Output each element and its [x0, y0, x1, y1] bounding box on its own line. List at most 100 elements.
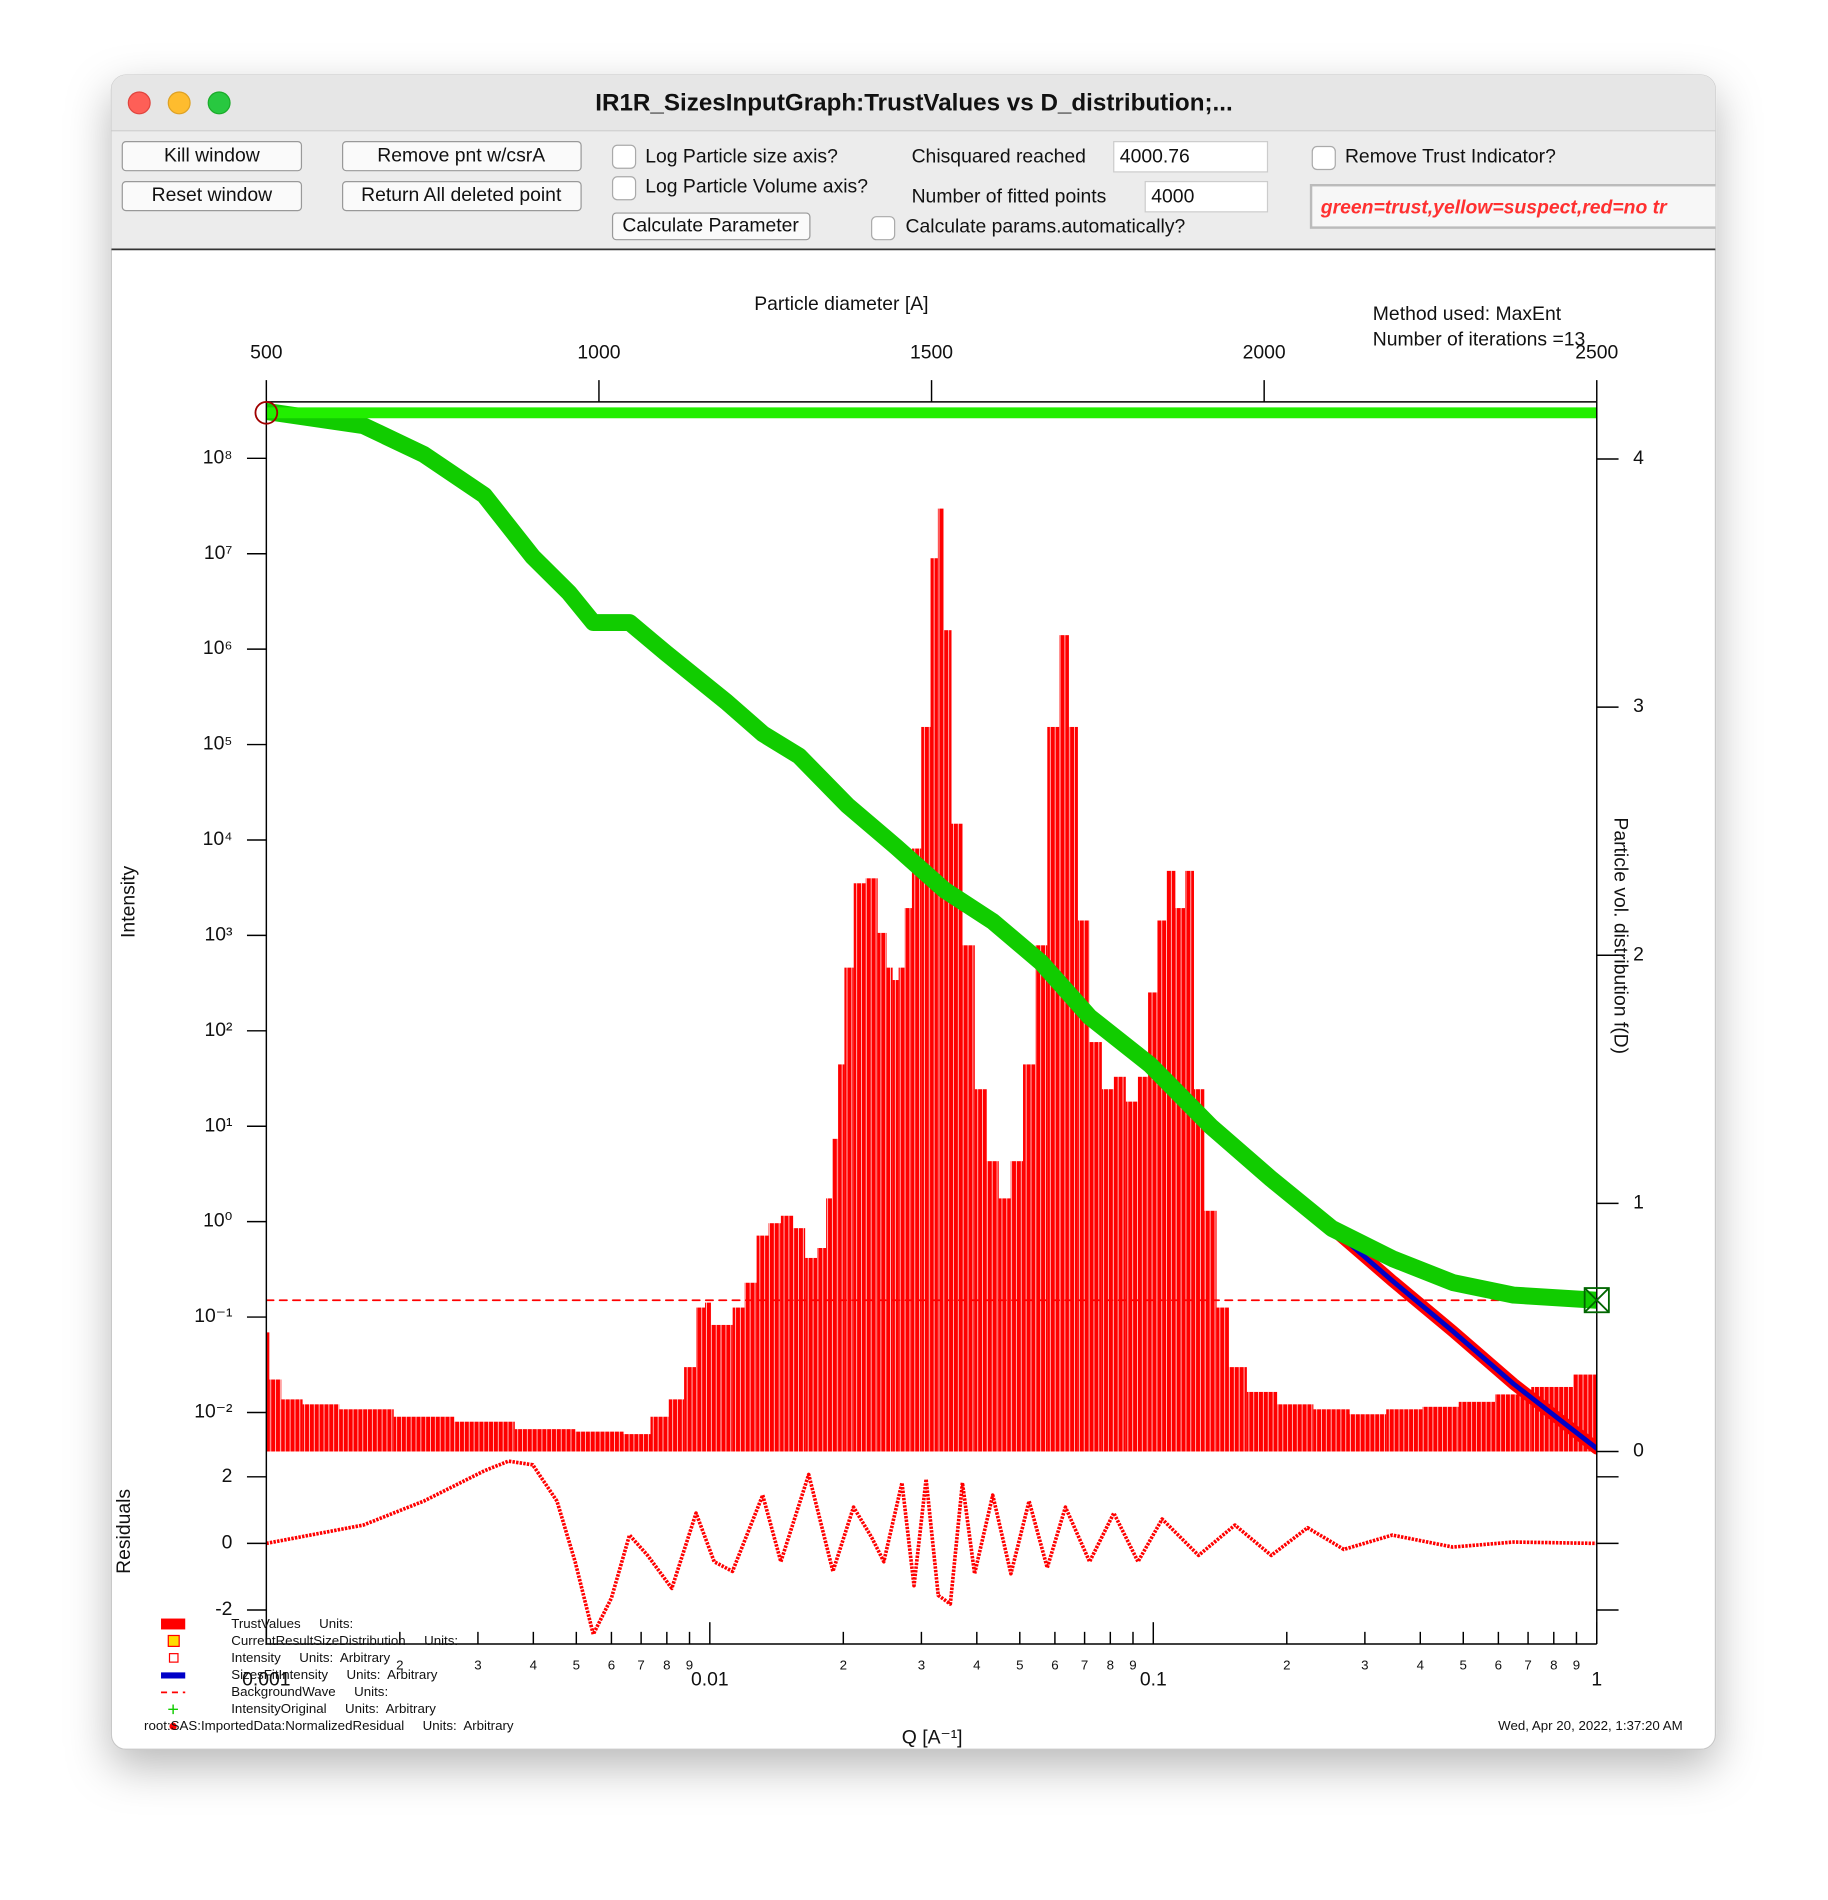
distribution-bar — [865, 878, 878, 1452]
distribution-bar — [793, 1228, 806, 1452]
top-x-tick-label: 2500 — [1575, 342, 1618, 364]
y-tick-label: 10⁻¹ — [194, 1305, 233, 1327]
button[interactable] — [611, 212, 811, 241]
button[interactable] — [342, 141, 582, 172]
window-title: IR1R_SizesInputGraph:TrustValues vs D_di… — [595, 90, 1232, 117]
x-tick-label: 0.001 — [242, 1668, 290, 1690]
axes: 10⁻² 10⁻¹ 10⁰ 10¹ 10² 10³ 10⁴ 10⁵ 10⁶ 10⁷ 10⁸ 0 1 2 3 4… — [194, 342, 1644, 1691]
x-tick-label: 5 — [573, 1657, 580, 1672]
distribution-bar — [826, 1198, 833, 1452]
checkbox-label[interactable]: Calculate params.automatically? — [906, 216, 1186, 238]
legend-symbol — [169, 1722, 177, 1730]
distribution-bar — [393, 1416, 455, 1452]
trust-legend: green=trust,yellow=suspect,red=no tr — [1320, 196, 1668, 218]
checkbox[interactable] — [611, 176, 637, 201]
field-value[interactable]: 4000 — [1151, 185, 1194, 207]
checkbox[interactable] — [611, 144, 637, 169]
checkbox-label[interactable]: Remove Trust Indicator? — [1345, 145, 1556, 167]
y-tick-label: 10⁰ — [203, 1210, 233, 1232]
distribution-bar — [1077, 920, 1090, 1452]
distribution-bar — [744, 1282, 757, 1452]
distribution-bar — [1277, 1404, 1314, 1452]
button[interactable] — [342, 180, 582, 212]
legend-symbol — [168, 1704, 178, 1715]
distribution-bar — [1113, 1076, 1126, 1452]
text-field[interactable] — [1144, 180, 1269, 213]
distribution-bar — [1101, 1089, 1114, 1452]
x-tick-label: 3 — [918, 1657, 925, 1672]
plot-area: Particle diameter [A] Method used: MaxEn… — [113, 293, 1683, 1748]
button-label[interactable]: Reset window — [152, 184, 274, 206]
close-button[interactable] — [127, 91, 151, 115]
distribution-bar — [1246, 1391, 1278, 1452]
distribution-bar — [817, 1248, 827, 1452]
timestamp: Wed, Apr 20, 2022, 1:37:20 AM — [1498, 1718, 1683, 1733]
checkbox-label[interactable]: Log Particle Volume axis? — [645, 176, 868, 198]
top-x-tick-label: 1500 — [910, 342, 953, 364]
checkbox[interactable] — [871, 216, 896, 241]
button-label[interactable]: Return All deleted point — [361, 184, 562, 206]
title-bar — [111, 75, 1716, 131]
distribution-bar — [711, 1324, 721, 1452]
legend-symbol — [168, 1653, 179, 1663]
y2-tick-label: 2 — [1633, 943, 1644, 965]
button[interactable] — [121, 141, 303, 172]
distribution-bar — [1047, 726, 1060, 1452]
legend-symbol — [161, 1618, 186, 1630]
y-tick-label: 10⁸ — [203, 446, 233, 468]
distribution-bar — [668, 1399, 685, 1452]
distribution-bar — [650, 1416, 669, 1452]
distribution-bar — [1313, 1409, 1350, 1452]
x-tick-label: 8 — [1107, 1657, 1114, 1672]
distribution-bar — [1193, 1089, 1205, 1452]
distribution-bar — [853, 883, 866, 1452]
x-tick-label: 7 — [1081, 1657, 1088, 1672]
cursor-b — [1583, 1287, 1610, 1314]
distribution-bar — [930, 558, 938, 1452]
distribution-bar — [937, 508, 944, 1452]
checkbox[interactable] — [1311, 145, 1336, 171]
legend-label: CurrentResultSizeDistribution Units: — [231, 1633, 458, 1648]
distribution-bar — [269, 1379, 282, 1452]
text-field[interactable] — [1113, 141, 1269, 173]
distribution-bar — [1166, 870, 1176, 1452]
minimize-button[interactable] — [167, 91, 191, 115]
distribution-bar — [266, 1332, 270, 1452]
annotation: Number of iterations =13 — [1373, 328, 1586, 350]
x-tick-label: 8 — [1550, 1657, 1557, 1672]
distribution-bar — [1422, 1406, 1459, 1452]
distribution-bar — [720, 1324, 733, 1452]
x-tick-label: 1 — [1591, 1668, 1602, 1690]
top-axis-title: Particle diameter [A] — [754, 293, 928, 315]
distribution-bar — [1010, 1161, 1024, 1452]
x-tick-label: 4 — [973, 1657, 980, 1672]
field-value[interactable]: 4000.76 — [1120, 145, 1190, 167]
button-label[interactable]: Kill window — [164, 144, 261, 166]
button-label[interactable]: Calculate Parameter — [622, 214, 799, 236]
distribution-bar — [838, 1064, 845, 1452]
legend-label: root:SAS:ImportedData:NormalizedResidual… — [144, 1718, 514, 1733]
top-x-tick-label: 1000 — [577, 342, 620, 364]
window: IR1R_SizesInputGraph:TrustValues vs D_di… — [110, 74, 1717, 1750]
distribution-bar — [302, 1404, 340, 1452]
checkbox-label[interactable]: Log Particle size axis? — [645, 145, 838, 167]
x-tick-label: 9 — [686, 1657, 693, 1672]
distribution-bar — [986, 1161, 999, 1452]
x-tick-label: 3 — [474, 1657, 481, 1672]
button[interactable] — [121, 180, 303, 212]
distribution-bar — [921, 726, 931, 1452]
legend-label: TrustValues Units: — [231, 1616, 353, 1631]
distribution-bar — [696, 1307, 706, 1452]
zoom-button[interactable] — [207, 91, 231, 115]
x-tick-label: 4 — [1417, 1657, 1424, 1672]
x-tick-label: 7 — [1524, 1657, 1531, 1672]
annotation: Method used: MaxEnt — [1373, 303, 1562, 325]
distribution-bar — [1184, 870, 1194, 1452]
legend-label: Intensity Units: Arbitrary — [231, 1650, 390, 1665]
x-tick-label: 7 — [637, 1657, 644, 1672]
y-tick-label: 10¹ — [204, 1114, 233, 1136]
button-label[interactable]: Remove pnt w/csrA — [377, 144, 545, 166]
distribution-bar — [911, 848, 922, 1452]
distribution-bar — [1349, 1414, 1387, 1452]
